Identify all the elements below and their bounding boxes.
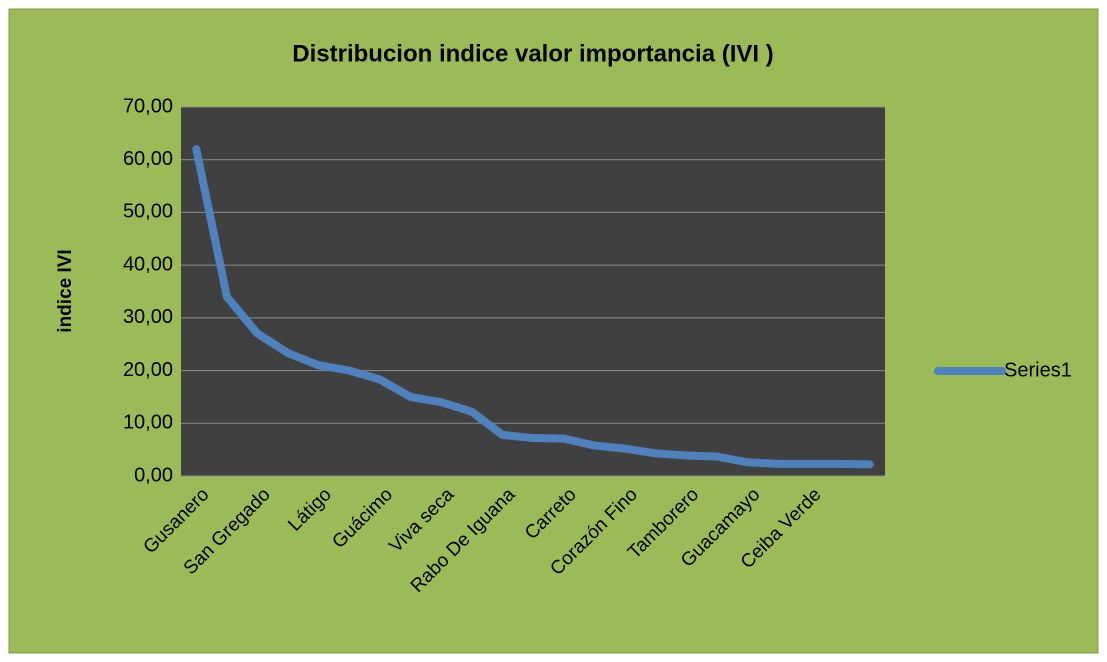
y-tick-label: 40,00: [123, 253, 173, 275]
y-tick-label: 10,00: [123, 412, 173, 434]
plot-area: [181, 107, 885, 476]
y-tick-label: 30,00: [123, 306, 173, 328]
legend-label: Series1: [1004, 359, 1072, 381]
y-tick-label: 50,00: [123, 201, 173, 223]
y-tick-label: 60,00: [123, 148, 173, 170]
data-line: [192, 145, 874, 469]
y-tick-label: 70,00: [123, 95, 173, 117]
y-tick-label: 20,00: [123, 359, 173, 381]
chart-title: Distribucion indice valor importancia (I…: [292, 40, 773, 67]
y-tick-label: 0,00: [134, 464, 173, 486]
y-axis-label: indice IVI: [55, 249, 76, 332]
